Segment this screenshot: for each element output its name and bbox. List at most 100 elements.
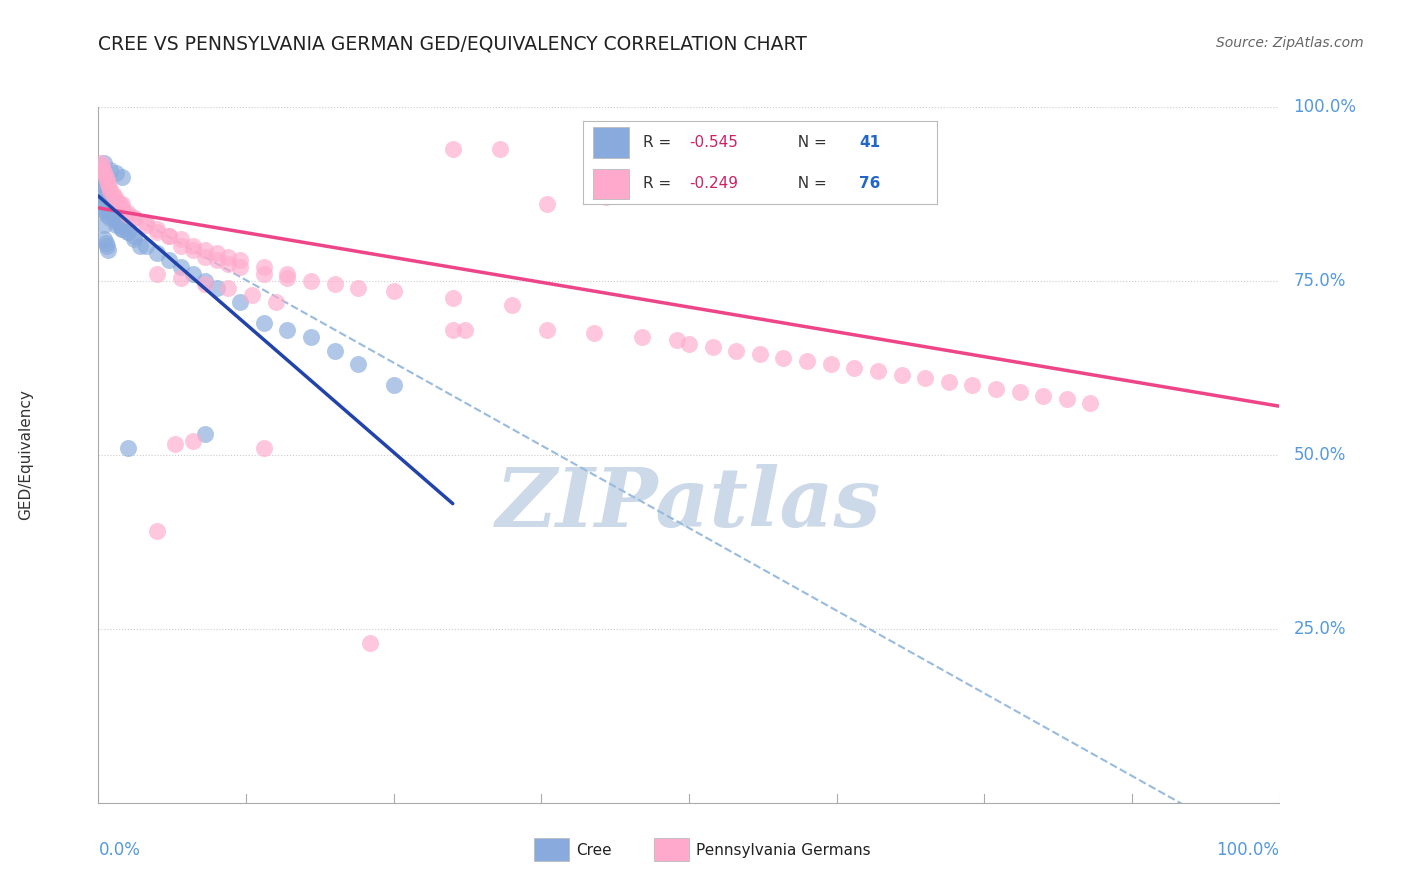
Point <box>128 239 150 253</box>
Point <box>98 201 121 215</box>
Point <box>122 211 145 226</box>
Point <box>253 441 276 455</box>
Point <box>194 277 217 292</box>
Point <box>117 441 139 455</box>
Point <box>240 288 263 302</box>
Point <box>97 177 120 191</box>
Text: CREE VS PENNSYLVANIA GERMAN GED/EQUIVALENCY CORRELATION CHART: CREE VS PENNSYLVANIA GERMAN GED/EQUIVALE… <box>98 35 807 54</box>
Point <box>90 197 112 211</box>
Text: GED/Equivalency: GED/Equivalency <box>18 390 34 520</box>
Point <box>108 197 131 211</box>
Point <box>91 177 114 191</box>
Point <box>91 184 114 198</box>
Point <box>98 204 121 219</box>
Point <box>654 187 676 202</box>
Point <box>984 382 1007 396</box>
Point <box>117 208 139 222</box>
Point <box>135 239 157 253</box>
Point <box>135 219 157 233</box>
Point <box>441 323 464 337</box>
Point <box>105 166 128 180</box>
Point <box>111 197 134 211</box>
Text: Cree: Cree <box>576 843 612 857</box>
Point <box>276 323 298 337</box>
Point <box>91 201 114 215</box>
Point <box>194 427 217 442</box>
Point <box>146 524 169 539</box>
Point <box>501 298 523 312</box>
Point <box>1056 392 1078 407</box>
Point <box>94 235 117 250</box>
Point <box>111 222 134 236</box>
Point <box>97 197 120 211</box>
Point <box>1032 389 1054 403</box>
Point <box>536 197 558 211</box>
Point <box>299 274 322 288</box>
Point <box>323 343 346 358</box>
Point <box>104 211 127 226</box>
Text: Source: ZipAtlas.com: Source: ZipAtlas.com <box>1216 36 1364 50</box>
Point <box>276 267 298 281</box>
Point <box>98 211 121 226</box>
Point <box>229 253 252 268</box>
Point <box>666 333 689 347</box>
Point <box>93 187 115 202</box>
Point <box>229 294 252 309</box>
Point <box>117 206 139 220</box>
Point <box>181 239 204 253</box>
Point <box>796 354 818 368</box>
Point <box>93 219 115 233</box>
Point <box>820 358 842 372</box>
Point <box>111 222 134 236</box>
Point <box>97 243 120 257</box>
Point <box>323 277 346 292</box>
Point <box>205 246 228 260</box>
Point <box>678 336 700 351</box>
Point <box>93 166 115 180</box>
Point <box>194 243 217 257</box>
Point <box>205 253 228 268</box>
Point <box>772 351 794 365</box>
Point <box>170 260 193 274</box>
Point <box>122 232 145 246</box>
Point <box>170 232 193 246</box>
Point <box>866 364 889 378</box>
Point <box>96 208 118 222</box>
Point <box>1080 396 1102 410</box>
Point <box>1008 385 1031 400</box>
Point <box>165 437 187 451</box>
Point <box>264 294 287 309</box>
Point <box>105 194 128 208</box>
Point <box>104 190 127 204</box>
Point <box>181 267 204 281</box>
Point <box>96 173 118 187</box>
Text: 75.0%: 75.0% <box>1294 272 1346 290</box>
Point <box>536 323 558 337</box>
Text: 0.0%: 0.0% <box>98 841 141 859</box>
Point <box>146 222 169 236</box>
Point <box>890 368 912 382</box>
Point <box>205 281 228 295</box>
Point <box>157 228 180 243</box>
Point <box>101 187 124 202</box>
Point <box>441 142 464 156</box>
Point <box>93 204 115 219</box>
Point <box>96 194 118 208</box>
Point <box>217 250 239 264</box>
Point <box>194 274 217 288</box>
Point <box>105 215 128 229</box>
Text: 25.0%: 25.0% <box>1294 620 1346 638</box>
Point <box>146 225 169 239</box>
Point <box>253 267 276 281</box>
Point <box>441 291 464 305</box>
Point <box>181 434 204 448</box>
Point <box>299 329 322 343</box>
Point <box>702 340 724 354</box>
Point <box>117 225 139 239</box>
Point <box>108 219 131 233</box>
Point <box>276 270 298 285</box>
Point <box>93 232 115 246</box>
Point <box>91 159 114 173</box>
Point <box>253 260 276 274</box>
Text: 100.0%: 100.0% <box>1294 98 1357 116</box>
